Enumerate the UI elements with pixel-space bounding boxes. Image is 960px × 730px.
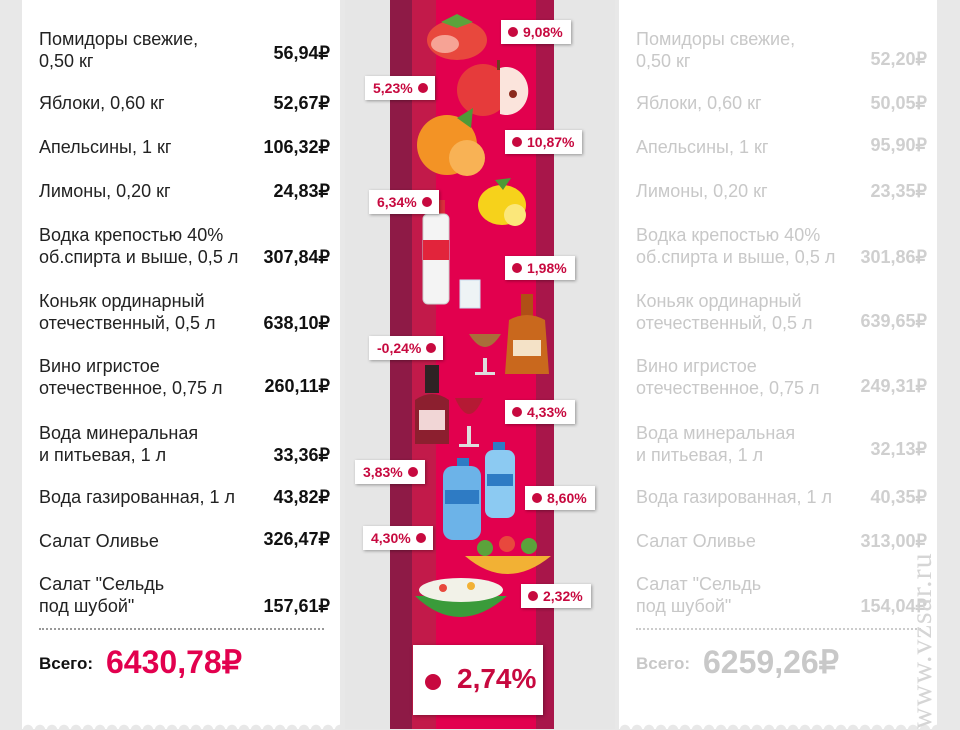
item-name: Коньяк ординарный отечественный, 0,5 л	[636, 291, 813, 333]
item-price: 639,65₽	[860, 311, 927, 331]
item-price: 50,05₽	[870, 93, 928, 113]
vodka-bottle-icon	[422, 200, 450, 305]
item-price: 43,82₽	[273, 487, 331, 507]
item-price: 95,90₽	[870, 135, 928, 155]
price-change-tag: 4,33%	[505, 400, 575, 424]
item-name: Вода газированная, 1 л	[636, 487, 832, 507]
item-name: Салат Оливье	[636, 531, 756, 551]
water-bottle-icon	[443, 458, 481, 540]
item-name: Вода минеральная и питьевая, 1 л	[39, 423, 199, 465]
total-change-tag: 2,74%	[413, 645, 543, 715]
item-name: Помидоры свежие, 0,50 кг	[39, 29, 199, 71]
shot-glass-icon	[459, 279, 481, 309]
item-price: 326,47₽	[263, 529, 330, 549]
item-price: 33,36₽	[273, 445, 331, 465]
total-label: Всего:	[39, 654, 94, 673]
orange-icon	[417, 108, 485, 176]
previous-prices-receipt: Помидоры свежие, 0,50 кг 52,20₽ Яблоки, 0…	[619, 0, 937, 730]
price-change-tag: 3,83%	[355, 460, 425, 484]
item-name: Апельсины, 1 кг	[39, 137, 172, 157]
brandy-glass-icon	[469, 334, 501, 375]
total-value: 6430,78₽	[106, 644, 243, 680]
item-price: 23,35₽	[870, 181, 928, 201]
item-name: Вино игристое отечественное, 0,75 л	[39, 356, 223, 398]
price-change-tag: 10,87%	[505, 130, 583, 154]
price-change-tag: 6,34%	[369, 190, 439, 214]
item-name: Водка крепостью 40% об.спирта и выше, 0,…	[39, 225, 239, 267]
price-change-tag: 2,32%	[521, 584, 591, 608]
item-name: Лимоны, 0,20 кг	[636, 181, 768, 201]
price-change-tag: 1,98%	[505, 256, 575, 280]
item-price: 249,31₽	[860, 376, 927, 396]
price-change-tag: -0,24%	[369, 336, 444, 360]
cognac-bottle-icon	[505, 294, 549, 374]
watermark: www.vzsar.ru	[905, 552, 938, 729]
item-name: Коньяк ординарный отечественный, 0,5 л	[39, 291, 216, 333]
item-price: 638,10₽	[263, 313, 330, 333]
total-label: Всего:	[636, 654, 691, 673]
item-name: Вода минеральная и питьевая, 1 л	[636, 423, 796, 465]
price-change-column: 9,08% 5,23% 10,87% 6,34% 1,98% -0,24% 4,…	[345, 0, 615, 729]
price-change-tag: 5,23%	[365, 76, 435, 100]
item-price: 32,13₽	[870, 439, 928, 459]
item-price: 157,61₽	[263, 596, 330, 616]
item-price: 154,04₽	[860, 596, 927, 616]
total-change-value: 2,74%	[457, 663, 537, 694]
item-name: Апельсины, 1 кг	[636, 137, 769, 157]
item-price: 301,86₽	[860, 247, 927, 267]
item-price: 24,83₽	[273, 181, 331, 201]
item-name: Салат "Сельдь под шубой"	[636, 574, 762, 616]
item-name: Яблоки, 0,60 кг	[39, 93, 165, 113]
item-name: Салат Оливье	[39, 531, 159, 551]
item-name: Лимоны, 0,20 кг	[39, 181, 171, 201]
item-price: 40,35₽	[870, 487, 928, 507]
lemon-icon	[478, 178, 526, 226]
current-prices-receipt: Помидоры свежие, 0,50 кг 56,94₽ Яблоки, 0…	[22, 0, 340, 730]
divider	[39, 628, 324, 630]
wine-bottle-icon	[415, 365, 449, 444]
item-price: 56,94₽	[273, 43, 331, 63]
item-price: 52,67₽	[273, 93, 331, 113]
wine-glass-icon	[455, 398, 483, 447]
salad-bowl-icon	[465, 536, 551, 574]
item-price: 106,32₽	[263, 137, 330, 157]
item-name: Яблоки, 0,60 кг	[636, 93, 762, 113]
total-value: 6259,26₽	[703, 644, 840, 680]
tomato-icon	[427, 14, 487, 60]
price-change-tag: 9,08%	[501, 20, 571, 44]
item-price: 313,00₽	[860, 531, 927, 551]
price-change-tag: 8,60%	[525, 486, 595, 510]
divider	[636, 628, 921, 630]
item-price: 260,11₽	[264, 376, 330, 396]
item-price: 307,84₽	[263, 247, 330, 267]
products-illustration	[415, 14, 551, 617]
item-name: Салат "Сельдь под шубой"	[39, 574, 165, 616]
item-name: Водка крепостью 40% об.спирта и выше, 0,…	[636, 225, 836, 267]
apple-icon	[457, 60, 529, 116]
item-name: Вино игристое отечественное, 0,75 л	[636, 356, 820, 398]
item-name: Вода газированная, 1 л	[39, 487, 235, 507]
price-change-tag: 4,30%	[363, 526, 433, 550]
salad-bowl-icon	[415, 578, 507, 617]
item-price: 52,20₽	[870, 49, 928, 69]
water-bottle-icon	[485, 442, 515, 518]
item-name: Помидоры свежие, 0,50 кг	[636, 29, 796, 71]
